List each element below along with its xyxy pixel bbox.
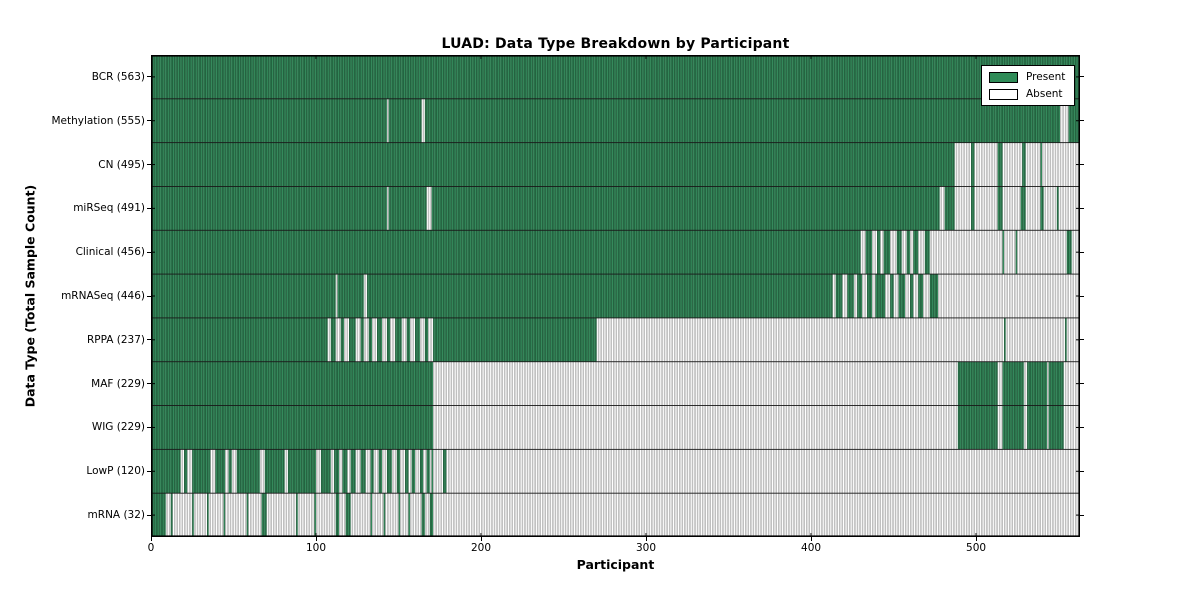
y-tick-label-cn: CN (495) <box>98 158 145 171</box>
y-tick-label-rppa: RPPA (237) <box>86 333 145 346</box>
y-tick-label-wig: WIG (229) <box>91 421 145 434</box>
x-tick-mark <box>150 537 152 541</box>
x-tick-mark <box>810 537 812 541</box>
y-tick-label-lowp: LowP (120) <box>86 465 145 478</box>
y-tick-mark <box>1080 383 1084 385</box>
x-tick-label: 500 <box>966 542 987 554</box>
y-tick-mark <box>147 120 151 122</box>
x-tick-label: 100 <box>305 542 327 554</box>
legend-label-absent: Absent <box>1026 88 1063 100</box>
x-tick-mark <box>975 537 977 541</box>
y-tick-label-clinical: Clinical (456) <box>75 246 145 259</box>
y-tick-label-methylation: Methylation (555) <box>51 114 145 127</box>
x-tick-label: 400 <box>801 542 822 554</box>
y-tick-mark <box>1080 251 1084 253</box>
x-tick-label: 200 <box>470 542 492 554</box>
y-tick-mark <box>1080 295 1084 297</box>
y-tick-mark <box>147 514 151 516</box>
y-tick-mark <box>147 470 151 472</box>
y-tick-mark <box>1080 339 1084 341</box>
y-tick-mark <box>147 207 151 209</box>
x-tick-label: 0 <box>147 542 155 554</box>
y-tick-mark <box>1080 76 1084 78</box>
plot-area <box>151 55 1080 537</box>
y-tick-mark <box>147 383 151 385</box>
legend: Present Absent <box>981 65 1076 106</box>
y-tick-label-maf: MAF (229) <box>91 377 145 390</box>
x-axis-label: Participant <box>576 557 655 572</box>
y-tick-mark <box>147 251 151 253</box>
legend-item-present: Present <box>989 71 1065 83</box>
legend-label-present: Present <box>1026 71 1066 83</box>
y-tick-mark <box>147 164 151 166</box>
y-tick-mark <box>147 426 151 428</box>
plot-canvas <box>151 55 1080 537</box>
y-tick-label-bcr: BCR (563) <box>91 70 145 83</box>
x-tick-mark <box>645 537 647 541</box>
chart-title: LUAD: Data Type Breakdown by Participant <box>441 36 790 52</box>
y-tick-mark <box>1080 164 1084 166</box>
y-tick-label-mrnaseq: mRNASeq (446) <box>61 290 145 302</box>
y-tick-mark <box>147 295 151 297</box>
x-tick-label: 300 <box>635 542 657 554</box>
legend-item-absent: Absent <box>989 88 1065 100</box>
y-tick-mark <box>147 76 151 78</box>
y-tick-mark <box>1080 514 1084 516</box>
y-tick-mark <box>1080 207 1084 209</box>
y-tick-label-mirseq: miRSeq (491) <box>73 202 145 215</box>
y-tick-mark <box>1080 120 1084 122</box>
y-tick-mark <box>1080 426 1084 428</box>
y-tick-mark <box>1080 470 1084 472</box>
x-tick-mark <box>480 537 482 541</box>
x-tick-mark <box>315 537 317 541</box>
y-tick-label-mrna: mRNA (32) <box>87 509 145 522</box>
present-swatch <box>989 71 1018 83</box>
y-tick-mark <box>147 339 151 341</box>
absent-swatch <box>989 88 1018 100</box>
